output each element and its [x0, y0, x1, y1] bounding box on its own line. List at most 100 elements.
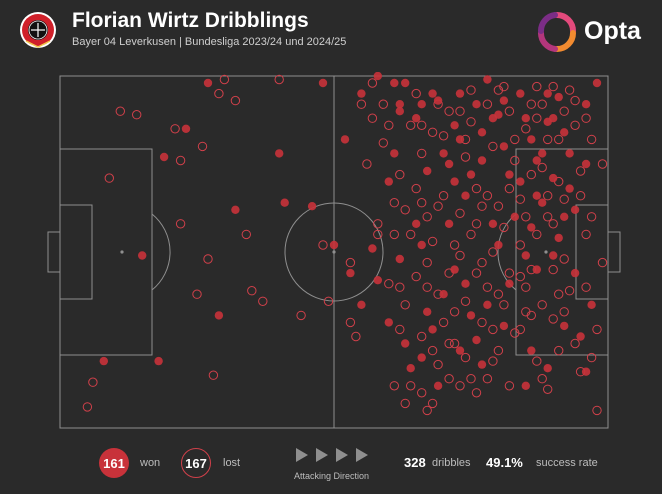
- dribble-won-point: [543, 364, 552, 373]
- dribble-lost-point: [444, 374, 454, 384]
- dribble-lost-point: [389, 381, 399, 391]
- brand-name: Opta: [584, 17, 641, 45]
- dribble-lost-point: [559, 106, 569, 116]
- dribble-won-point: [181, 124, 191, 133]
- dribble-won-point: [154, 356, 163, 366]
- dribble-won-point: [373, 72, 382, 81]
- dribble-lost-point: [537, 162, 547, 173]
- dribble-won-point: [450, 121, 459, 130]
- dribble-lost-point: [417, 198, 427, 208]
- arrow-4: [356, 448, 368, 462]
- won-label: won: [140, 457, 161, 469]
- dribble-lost-point: [570, 95, 580, 106]
- dribble-lost-point: [318, 240, 328, 250]
- dribble-lost-point: [384, 279, 394, 289]
- won-points: [99, 72, 602, 390]
- dribble-won-point: [527, 223, 536, 232]
- dribble-won-point: [466, 170, 476, 179]
- dribble-won-point: [532, 156, 541, 165]
- dribble-won-point: [560, 128, 569, 137]
- dribble-lost-point: [537, 99, 547, 109]
- dribble-won-point: [401, 339, 410, 348]
- dribble-lost-point: [471, 219, 482, 229]
- dribbles-label: dribbles: [432, 457, 471, 469]
- dribble-lost-point: [482, 191, 493, 201]
- dribble-lost-point: [400, 398, 410, 409]
- left-six-yard-box: [59, 204, 93, 300]
- dribble-lost-point: [504, 381, 515, 391]
- dribble-lost-point: [543, 384, 553, 394]
- dribble-lost-point: [460, 352, 471, 363]
- dribble-won-point: [433, 381, 443, 390]
- dribble-won-point: [346, 268, 355, 278]
- dribble-won-point: [570, 268, 580, 278]
- dribble-won-point: [390, 149, 399, 158]
- dribble-lost-point: [438, 317, 449, 328]
- dribble-lost-point: [455, 250, 465, 261]
- dribble-lost-point: [373, 229, 383, 240]
- dribble-won-point: [592, 78, 602, 88]
- dribble-won-point: [477, 360, 487, 369]
- dribble-lost-point: [559, 254, 569, 264]
- opta-brand: Opta: [537, 12, 648, 52]
- dribble-lost-point: [504, 268, 515, 278]
- dribble-lost-point: [586, 352, 597, 363]
- dribble-lost-point: [433, 359, 443, 370]
- dribble-lost-point: [548, 81, 558, 92]
- dribble-lost-point: [417, 331, 427, 342]
- dribble-lost-point: [471, 268, 482, 278]
- dribble-won-point: [538, 149, 547, 158]
- dribble-won-point: [231, 205, 240, 214]
- dribble-lost-point: [356, 99, 367, 109]
- dribble-lost-point: [575, 191, 586, 201]
- dribble-lost-point: [345, 257, 356, 268]
- dribble-lost-point: [449, 338, 460, 349]
- dribble-won-point: [521, 251, 530, 260]
- dribble-lost-point: [384, 120, 394, 130]
- dribble-won-point: [450, 265, 459, 274]
- play-arrow-icon: [296, 448, 368, 462]
- dribble-won-point: [560, 321, 569, 331]
- dribble-won-point: [159, 152, 169, 162]
- dribble-won-point: [516, 177, 525, 186]
- dribble-lost-point: [351, 331, 361, 342]
- dribbles-count: 328: [404, 455, 426, 470]
- dribble-won-point: [477, 128, 487, 137]
- dribble-lost-point: [115, 106, 126, 116]
- dribble-lost-point: [433, 201, 443, 211]
- dribble-won-point: [390, 78, 399, 88]
- attacking-direction: Attacking Direction: [294, 446, 380, 481]
- dribble-won-point: [527, 346, 536, 355]
- dribble-lost-point: [417, 388, 427, 398]
- dribble-lost-point: [373, 219, 383, 229]
- chart-title: Florian Wirtz Dribblings: [72, 9, 309, 32]
- dribble-lost-point: [548, 314, 558, 324]
- dribble-won-point: [549, 251, 558, 260]
- dribble-won-point: [494, 110, 503, 119]
- dribble-lost-point: [597, 159, 608, 169]
- dribble-lost-point: [581, 282, 591, 292]
- dribble-lost-point: [586, 134, 597, 145]
- dribble-lost-point: [219, 74, 230, 85]
- dribble-lost-point: [296, 310, 306, 321]
- dribble-won-point: [549, 114, 558, 123]
- centre-circle: [284, 202, 384, 302]
- dribble-won-point: [521, 114, 530, 123]
- dribble-lost-point: [104, 173, 114, 183]
- dribble-won-point: [505, 279, 514, 288]
- right-goal: [607, 231, 621, 273]
- dribble-won-point: [494, 240, 503, 250]
- dribble-won-point: [214, 311, 224, 320]
- dribble-lost-point: [592, 405, 602, 416]
- dribble-lost-point: [515, 240, 525, 250]
- arrow-1: [296, 448, 308, 462]
- dribble-lost-point: [230, 95, 241, 106]
- dribble-won-point: [138, 251, 147, 260]
- dribble-lost-point: [564, 85, 575, 95]
- dribble-lost-point: [367, 113, 378, 123]
- dribble-lost-point: [543, 212, 553, 222]
- left-penalty-arc: [151, 213, 171, 291]
- dribble-lost-point: [564, 286, 575, 296]
- dribble-won-point: [554, 233, 563, 243]
- dribble-won-point: [472, 335, 481, 345]
